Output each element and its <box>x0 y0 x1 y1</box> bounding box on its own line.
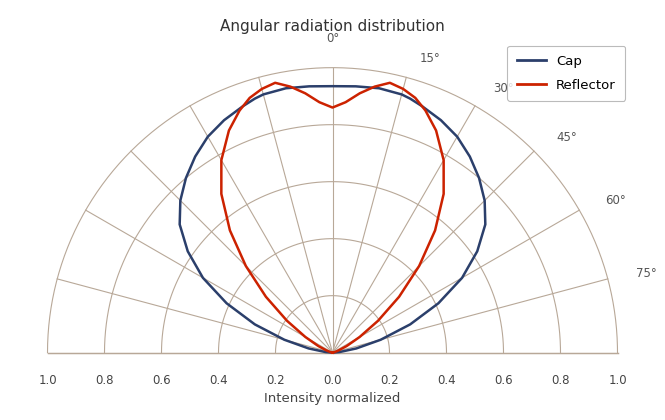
Text: 45°: 45° <box>557 131 577 144</box>
X-axis label: Intensity normalized: Intensity normalized <box>264 392 401 405</box>
Text: 15°: 15° <box>420 52 441 65</box>
Legend: Cap, Reflector: Cap, Reflector <box>507 46 625 101</box>
Text: 75°: 75° <box>636 267 656 280</box>
Title: Angular radiation distribution: Angular radiation distribution <box>220 19 445 34</box>
Text: 0°: 0° <box>326 32 339 45</box>
Text: 60°: 60° <box>605 194 626 207</box>
Text: 30°: 30° <box>493 82 514 95</box>
